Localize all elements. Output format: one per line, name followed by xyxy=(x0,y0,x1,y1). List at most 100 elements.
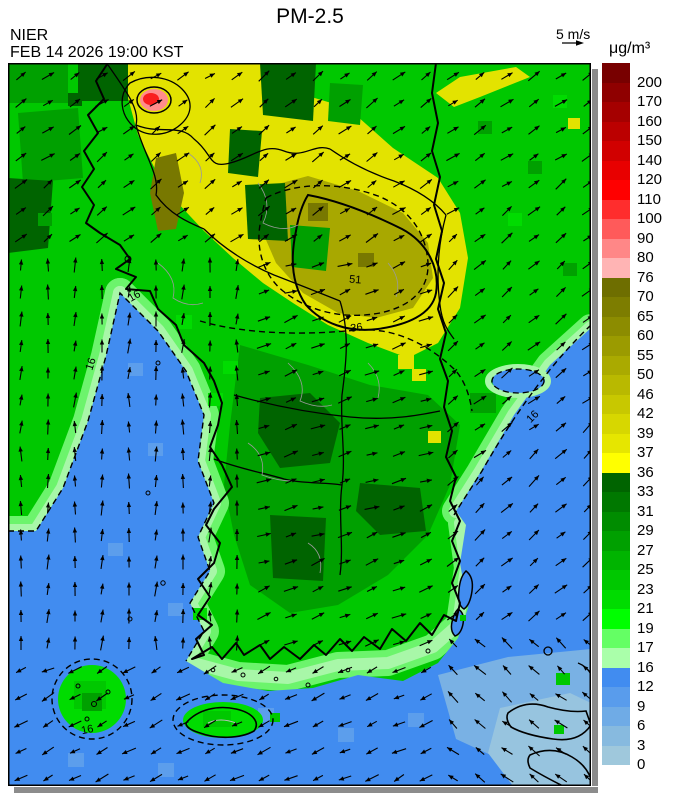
wind-arrow-icon xyxy=(123,179,135,189)
wind-arrow-icon xyxy=(234,419,240,435)
wind-arrow-icon xyxy=(392,71,406,81)
wind-arrow-icon xyxy=(285,667,297,673)
colorbar-cell xyxy=(602,453,630,473)
wind-arrow-icon xyxy=(286,126,296,134)
wind-arrow-icon xyxy=(473,395,487,405)
wind-arrow-icon xyxy=(207,311,213,327)
wind-arrow-icon xyxy=(366,586,378,592)
colorbar-label: 6 xyxy=(637,717,646,734)
wind-arrow-icon xyxy=(528,475,540,487)
wind-arrow-icon xyxy=(285,72,297,80)
wind-arrow-icon xyxy=(419,504,433,512)
wind-arrow-icon xyxy=(154,609,159,623)
wind-arrow-icon xyxy=(529,557,539,567)
wind-arrow-icon xyxy=(392,451,406,457)
colorbar-label: 200 xyxy=(637,73,663,91)
wind-arrow-icon xyxy=(14,693,28,701)
wind-arrow-icon xyxy=(392,532,406,538)
wind-arrow-icon xyxy=(364,639,380,647)
wind-arrow-icon xyxy=(392,261,406,269)
wind-arrow-icon xyxy=(501,367,513,379)
colorbar-label: 36 xyxy=(637,463,654,481)
wind-arrow-icon xyxy=(311,692,325,702)
wind-arrow-icon xyxy=(72,527,78,543)
colorbar-label: 60 xyxy=(637,327,654,344)
wind-arrow-icon xyxy=(14,233,28,243)
colorbar-label: 150 xyxy=(637,132,663,149)
colorbar-labels: 200 170 160 150 140 120 110 100 90 80 76 70 65 60 55 50… xyxy=(637,63,673,773)
colorbar-label: 140 xyxy=(637,151,663,169)
wind-arrow-icon xyxy=(473,124,487,136)
wind-arrow-icon xyxy=(42,205,54,217)
wind-arrow-icon xyxy=(95,773,109,783)
map-shadow-bottom xyxy=(14,786,598,793)
wind-arrow-icon xyxy=(419,585,433,593)
wind-arrow-icon xyxy=(43,233,53,243)
source-label: NIER xyxy=(10,27,49,44)
wind-arrow-icon xyxy=(529,773,539,783)
colorbar-label: 120 xyxy=(637,171,663,188)
wind-arrow-icon xyxy=(283,450,299,458)
jeju-contour xyxy=(172,694,274,746)
wind-arrow-icon xyxy=(45,447,51,461)
wind-arrow-icon xyxy=(418,451,434,457)
wind-arrow-icon xyxy=(502,395,512,405)
colorbar-label: 70 xyxy=(637,288,654,305)
wind-arrow-icon xyxy=(448,259,458,271)
wind-arrow-icon xyxy=(311,557,325,567)
wind-arrow-icon xyxy=(177,180,189,188)
wind-arrow-icon xyxy=(180,367,186,379)
wind-arrow-icon xyxy=(178,99,188,107)
raster-cell xyxy=(108,543,123,556)
wind-arrow-icon xyxy=(311,397,325,403)
wind-arrow-icon xyxy=(365,558,379,566)
wind-arrow-icon xyxy=(18,581,24,597)
wind-arrow-icon xyxy=(204,233,216,243)
wind-arrow-icon xyxy=(180,528,186,542)
wind-arrow-icon xyxy=(204,124,216,136)
wind-arrow-icon xyxy=(126,286,132,298)
wind-arrow-icon xyxy=(448,664,458,676)
wind-arrow-icon xyxy=(234,448,240,460)
wind-arrow-icon xyxy=(257,612,271,620)
wind-arrow-icon xyxy=(311,612,325,620)
wind-arrow-icon xyxy=(555,72,567,80)
wind-arrow-icon xyxy=(207,340,213,352)
wind-arrow-icon xyxy=(474,773,486,783)
wind-arrow-icon xyxy=(205,747,215,755)
wind-arrow-icon xyxy=(555,747,567,755)
wind-arrow-icon xyxy=(234,339,239,353)
wind-arrow-icon xyxy=(338,369,352,377)
wind-arrow-icon xyxy=(231,721,243,727)
wind-arrow-icon xyxy=(122,206,136,216)
wind-arrow-icon xyxy=(446,152,460,162)
wind-arrow-icon xyxy=(284,559,298,565)
wind-arrow-icon xyxy=(258,585,270,593)
wind-arrow-icon xyxy=(256,478,272,484)
colorbar-cell xyxy=(602,297,630,317)
wind-arrow-icon xyxy=(448,99,458,107)
wind-arrow-icon xyxy=(392,721,406,727)
wind-arrow-icon xyxy=(97,179,107,189)
colorbar-cell xyxy=(602,258,630,278)
wind-arrow-icon xyxy=(42,720,54,728)
wind-arrow-icon xyxy=(419,424,433,430)
wind-arrow-icon xyxy=(153,365,159,381)
wind-arrow-icon xyxy=(420,206,432,216)
wind-arrow-icon xyxy=(154,555,159,569)
wind-arrow-icon xyxy=(99,448,105,460)
wind-arrow-icon xyxy=(501,341,513,351)
wind-arrow-icon xyxy=(528,584,540,594)
colorbar-label: 12 xyxy=(637,678,654,695)
wind-arrow-icon xyxy=(474,179,486,189)
wind-arrow-icon xyxy=(337,262,353,267)
wind-arrow-icon xyxy=(19,285,24,299)
wind-arrow-icon xyxy=(230,233,244,243)
wind-arrow-icon xyxy=(150,72,162,80)
wind-arrow-icon xyxy=(230,98,244,108)
wind-arrow-icon xyxy=(150,152,162,162)
wind-arrow-icon xyxy=(124,153,134,161)
wind-arrow-icon xyxy=(257,746,271,756)
wind-arrow-icon xyxy=(338,586,352,592)
wind-arrow-icon xyxy=(203,665,217,675)
